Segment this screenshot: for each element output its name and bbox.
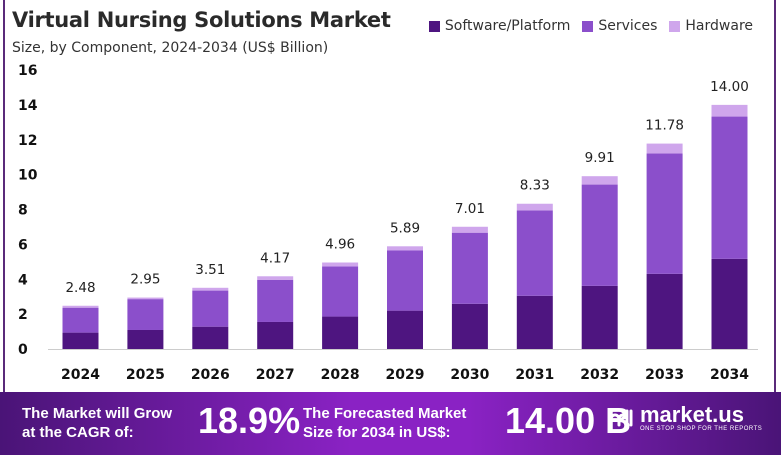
chart-subtitle: Size, by Component, 2024-2034 (US$ Billi…: [12, 40, 329, 56]
bar-services-2034: [711, 116, 748, 259]
total-label: 3.51: [195, 262, 225, 278]
bar-hardware-2031: [516, 203, 553, 211]
legend-item-hardware: Hardware: [669, 18, 753, 34]
bar-hardware-2029: [387, 246, 423, 251]
bar-hardware-2025: [127, 297, 164, 300]
y-tick-label: 8: [18, 203, 28, 219]
x-tick-label: 2034: [710, 367, 749, 383]
x-tick-label: 2025: [126, 367, 165, 383]
market-us-logo: market.us ONE STOP SHOP FOR THE REPORTS: [608, 404, 762, 432]
x-tick-label: 2028: [321, 367, 360, 383]
bar-software-platform-2032: [581, 285, 618, 349]
bar-services-2028: [322, 266, 359, 317]
y-tick-label: 10: [18, 168, 38, 184]
total-label: 2.48: [65, 280, 95, 296]
total-label: 9.91: [585, 150, 615, 166]
y-tick-label: 16: [18, 63, 37, 79]
cagr-value: 18.9%: [198, 400, 301, 441]
total-label: 8.33: [520, 178, 550, 194]
x-tick-label: 2026: [191, 367, 230, 383]
y-tick-label: 0: [18, 342, 28, 358]
x-tick-label: 2033: [645, 367, 684, 383]
y-tick-label: 6: [18, 237, 28, 253]
bar-software-platform-2028: [322, 316, 359, 349]
bar-services-2024: [62, 307, 99, 333]
x-tick-label: 2030: [450, 367, 489, 383]
legend-swatch: [582, 20, 594, 32]
bar-services-2025: [127, 299, 164, 330]
bar-software-platform-2026: [192, 326, 229, 349]
legend: Software/Platform Services Hardware: [428, 18, 753, 34]
bar-software-platform-2033: [646, 273, 683, 349]
legend-label: Software/Platform: [444, 18, 571, 34]
cagr-label: The Market will Grow at the CAGR of:: [22, 405, 173, 441]
bar-hardware-2030: [451, 226, 488, 233]
bar-services-2027: [257, 279, 294, 322]
total-label: 7.01: [455, 201, 485, 217]
total-label: 14.00: [710, 79, 749, 95]
legend-swatch: [428, 20, 440, 32]
bar-software-platform-2025: [127, 329, 164, 349]
y-tick-label: 4: [18, 272, 28, 288]
bar-services-2032: [581, 184, 618, 286]
bar-services-2026: [192, 290, 229, 327]
forecast-label: The Forecasted Market Size for 2034 in US…: [303, 405, 467, 441]
legend-label: Services: [598, 18, 658, 34]
y-tick-label: 14: [18, 98, 38, 114]
x-tick-label: 2027: [256, 367, 295, 383]
legend-item-services: Services: [582, 18, 657, 34]
legend-label: Hardware: [685, 18, 753, 34]
total-label: 4.96: [325, 237, 355, 253]
x-tick-label: 2032: [580, 367, 619, 383]
bar-hardware-2033: [646, 143, 683, 154]
total-label: 5.89: [390, 220, 420, 236]
bar-services-2033: [646, 153, 683, 274]
bar-hardware-2032: [581, 176, 618, 185]
legend-item-software: Software/Platform: [428, 18, 571, 34]
bar-software-platform-2024: [62, 332, 99, 349]
bar-chart: 0 2 4 6 8 10 12 14 16 2.48 2024 2.95 2025 3.51 2026 4.1…: [18, 63, 758, 383]
bar-hardware-2028: [322, 262, 359, 267]
bar-hardware-2027: [257, 276, 294, 280]
total-label: 2.95: [130, 272, 160, 288]
bar-software-platform-2034: [711, 258, 748, 349]
bar-services-2031: [516, 210, 553, 296]
logo-icon: [609, 409, 633, 427]
forecast-value: 14.00 B: [505, 400, 632, 441]
footer-banner: The Market will Grow at the CAGR of: 18.9…: [0, 392, 781, 455]
bar-services-2029: [387, 250, 423, 311]
bar-software-platform-2030: [451, 303, 488, 349]
x-tick-label: 2029: [386, 367, 425, 383]
total-label: 11.78: [645, 118, 684, 134]
bar-hardware-2034: [711, 104, 748, 117]
chart-frame: [3, 0, 776, 392]
total-label: 4.17: [260, 250, 290, 266]
chart-title: Virtual Nursing Solutions Market: [12, 8, 391, 32]
bar-software-platform-2031: [516, 295, 553, 349]
bar-hardware-2026: [192, 287, 229, 291]
legend-swatch: [669, 20, 681, 32]
bar-software-platform-2029: [387, 310, 423, 349]
bar-software-platform-2027: [257, 321, 294, 349]
y-tick-label: 2: [18, 307, 28, 323]
x-tick-label: 2024: [61, 367, 100, 383]
y-tick-label: 12: [18, 133, 37, 149]
bar-services-2030: [451, 232, 488, 304]
x-tick-label: 2031: [515, 367, 554, 383]
bar-hardware-2024: [62, 305, 99, 308]
